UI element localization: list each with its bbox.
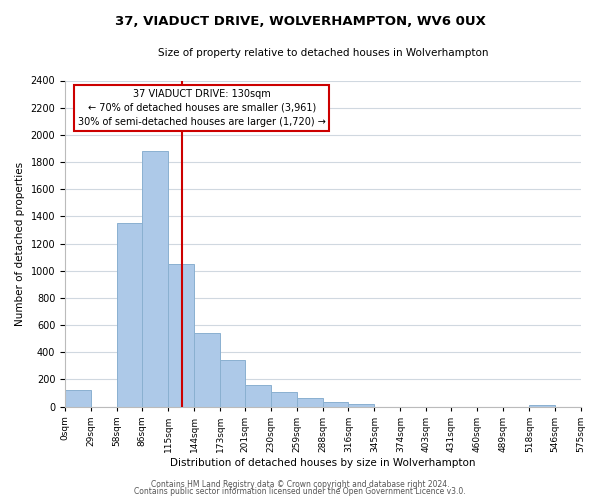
- Text: Contains HM Land Registry data © Crown copyright and database right 2024.: Contains HM Land Registry data © Crown c…: [151, 480, 449, 489]
- Bar: [65, 390, 91, 406]
- Bar: [323, 402, 349, 406]
- Bar: [349, 404, 374, 406]
- X-axis label: Distribution of detached houses by size in Wolverhampton: Distribution of detached houses by size …: [170, 458, 476, 468]
- Bar: [297, 398, 323, 406]
- Text: 37 VIADUCT DRIVE: 130sqm
← 70% of detached houses are smaller (3,961)
30% of sem: 37 VIADUCT DRIVE: 130sqm ← 70% of detach…: [77, 88, 326, 126]
- Bar: [142, 151, 168, 406]
- Bar: [117, 223, 142, 406]
- Text: 37, VIADUCT DRIVE, WOLVERHAMPTON, WV6 0UX: 37, VIADUCT DRIVE, WOLVERHAMPTON, WV6 0U…: [115, 15, 485, 28]
- Y-axis label: Number of detached properties: Number of detached properties: [15, 162, 25, 326]
- Bar: [194, 333, 220, 406]
- Text: Contains public sector information licensed under the Open Government Licence v3: Contains public sector information licen…: [134, 487, 466, 496]
- Bar: [529, 404, 554, 406]
- Bar: [168, 264, 194, 406]
- Title: Size of property relative to detached houses in Wolverhampton: Size of property relative to detached ho…: [158, 48, 488, 58]
- Bar: [220, 360, 245, 406]
- Bar: [271, 392, 297, 406]
- Bar: [245, 386, 271, 406]
